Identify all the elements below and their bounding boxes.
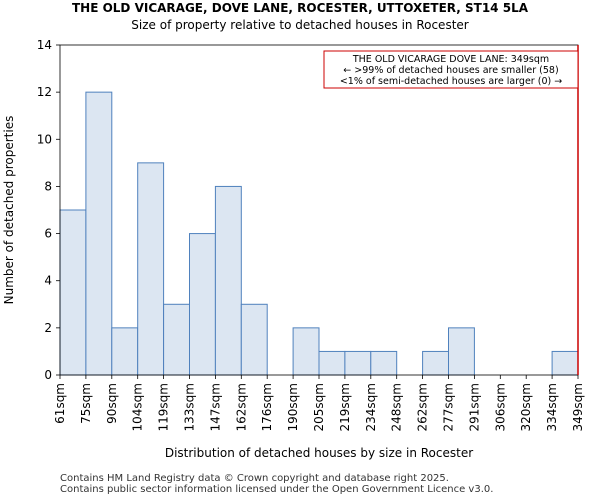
x-tick-label: 104sqm bbox=[131, 383, 145, 431]
x-tick-label: 234sqm bbox=[364, 383, 378, 431]
bar-205sqm bbox=[318, 350, 346, 376]
x-tick-label: 119sqm bbox=[157, 383, 171, 431]
x-tick-label: 90sqm bbox=[105, 383, 119, 424]
x-tick-label: 147sqm bbox=[208, 383, 222, 431]
y-tick-label: 8 bbox=[44, 179, 52, 193]
x-tick-label: 291sqm bbox=[467, 383, 481, 431]
x-tick-label: 306sqm bbox=[493, 383, 507, 431]
bars-group bbox=[59, 91, 579, 376]
bar-61sqm bbox=[59, 209, 87, 376]
x-tick-label: 320sqm bbox=[519, 383, 533, 431]
x-tick-label: 248sqm bbox=[390, 383, 404, 431]
y-tick-label: 2 bbox=[44, 321, 52, 335]
chart-subtitle: Size of property relative to detached ho… bbox=[131, 18, 469, 32]
x-tick-label: 277sqm bbox=[442, 383, 456, 431]
bar-75sqm bbox=[85, 91, 113, 376]
y-tick-label: 0 bbox=[44, 368, 52, 382]
x-tick-label: 349sqm bbox=[571, 383, 585, 431]
footer-line-2: Contains public sector information licen… bbox=[60, 484, 494, 495]
y-axis-label: Number of detached properties bbox=[2, 116, 16, 305]
annotation-line-3: <1% of semi-detached houses are larger (… bbox=[340, 76, 562, 87]
x-axis-label: Distribution of detached houses by size … bbox=[165, 446, 473, 460]
x-tick-label: 133sqm bbox=[183, 383, 197, 431]
x-tick-label: 190sqm bbox=[286, 383, 300, 431]
x-tick-label: 219sqm bbox=[338, 383, 352, 431]
bar-104sqm bbox=[137, 162, 165, 376]
x-tick-label: 262sqm bbox=[416, 383, 430, 431]
bar-147sqm bbox=[214, 185, 242, 376]
footer-line-1: Contains HM Land Registry data © Crown c… bbox=[60, 473, 449, 484]
x-tick-label: 205sqm bbox=[312, 383, 326, 431]
x-tick-label: 75sqm bbox=[79, 383, 93, 424]
bar-334sqm bbox=[551, 350, 579, 376]
y-tick-label: 10 bbox=[37, 132, 52, 146]
x-tick-label: 61sqm bbox=[53, 383, 67, 424]
bar-133sqm bbox=[189, 233, 216, 376]
bar-262sqm bbox=[422, 350, 450, 376]
annotation-line-1: THE OLD VICARAGE DOVE LANE: 349sqm bbox=[352, 54, 549, 65]
x-tick-label: 162sqm bbox=[234, 383, 248, 431]
axes-group: 0 2 4 6 8 10 12 14 61sqm 75sqm 90sqm 104sqm 119sqm 13… bbox=[2, 38, 585, 460]
annotation-box bbox=[323, 50, 579, 89]
bar-234sqm bbox=[370, 350, 398, 376]
x-tick-label: 334sqm bbox=[545, 383, 559, 431]
annotation-line-2: ← >99% of detached houses are smaller (5… bbox=[343, 65, 558, 76]
chart-title: THE OLD VICARAGE, DOVE LANE, ROCESTER, U… bbox=[71, 1, 528, 15]
bar-119sqm bbox=[163, 303, 191, 376]
y-tick-label: 12 bbox=[37, 85, 52, 99]
bar-90sqm bbox=[111, 327, 139, 376]
bar-162sqm bbox=[240, 303, 268, 376]
y-tick-label: 6 bbox=[44, 227, 52, 241]
y-tick-label: 4 bbox=[44, 274, 52, 288]
bar-190sqm bbox=[292, 327, 320, 376]
x-tick-label: 176sqm bbox=[260, 383, 274, 431]
y-tick-label: 14 bbox=[37, 38, 52, 52]
marker-group: THE OLD VICARAGE DOVE LANE: 349sqm← >99%… bbox=[323, 45, 579, 375]
bar-277sqm bbox=[448, 327, 475, 376]
bar-219sqm bbox=[344, 350, 372, 376]
